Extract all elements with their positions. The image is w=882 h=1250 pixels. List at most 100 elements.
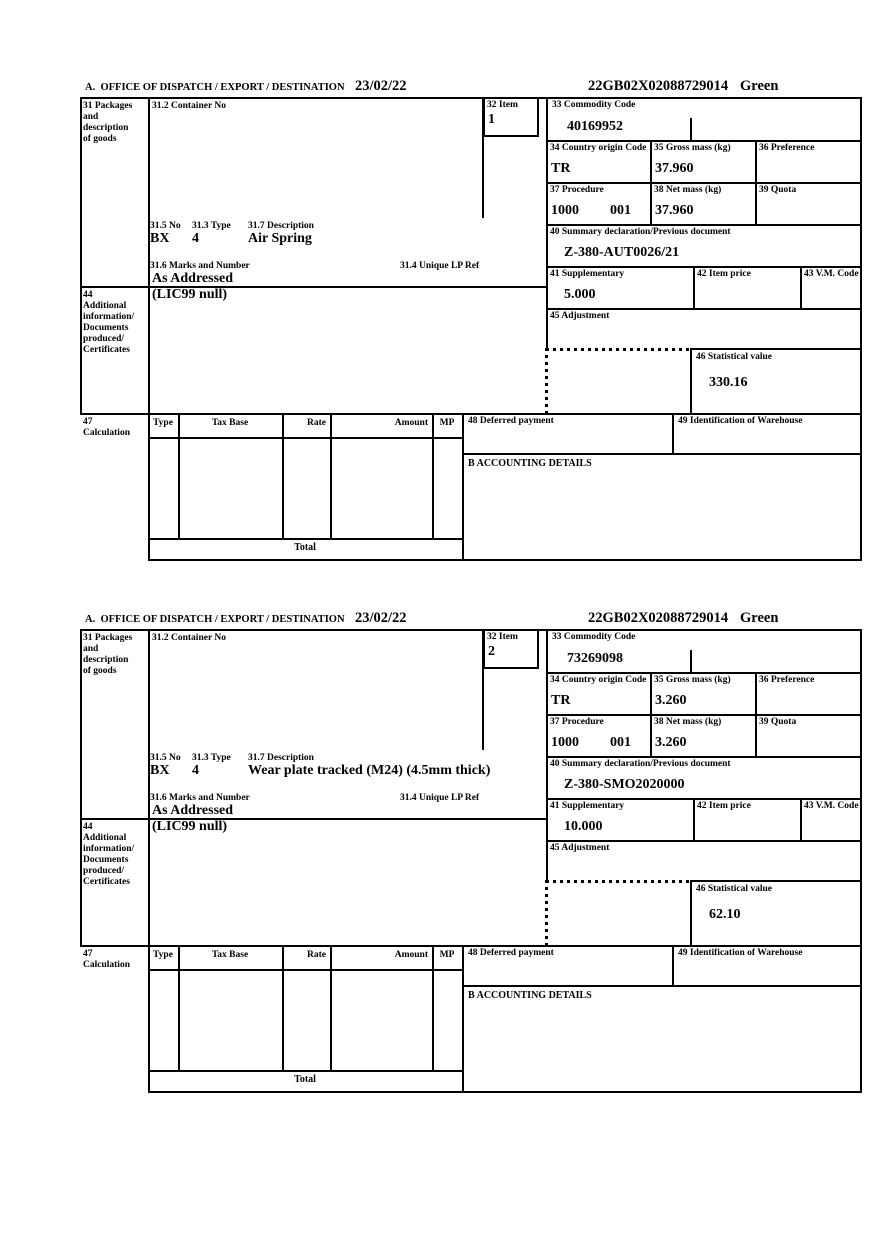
row-divider (546, 840, 862, 842)
accounting-details-heading: B ACCOUNTING DETAILS (468, 990, 592, 1001)
routing-channel: Green (740, 610, 779, 626)
row-divider (546, 140, 862, 142)
box-35-label: 35 Gross mass (kg) (654, 143, 731, 153)
box-31-3-label: 31.3 Type (192, 221, 231, 231)
deferred-warehouse-divider (672, 413, 674, 453)
box-33-label: 33 Commodity Code (552, 632, 636, 642)
box-31-5-label: 31.5 No (150, 221, 181, 231)
container-box-divider (482, 97, 484, 218)
box-46-statistical-value (690, 348, 862, 413)
package-number-value: BX (150, 763, 170, 778)
calc-total-label: Total (294, 1074, 316, 1085)
box-46-label: 46 Statistical value (696, 352, 772, 362)
supplementary-units-value: 5.000 (564, 287, 596, 302)
marks-and-number-value: As Addressed (152, 271, 234, 286)
box-32-label: 32 Item (487, 100, 518, 110)
box-34-label: 34 Country origin Code (550, 143, 647, 153)
box-32-item (483, 97, 539, 137)
calc-column-divider (330, 945, 332, 1070)
box-43-label: 43 V.M. Code (804, 269, 859, 279)
box-31-6-label: 31.6 Marks and Number (150, 261, 250, 271)
calc-column-divider (178, 413, 180, 538)
box-37-label: 37 Procedure (550, 185, 604, 195)
net-mass-value: 3.260 (655, 735, 687, 750)
calc-header-type: Type (153, 950, 173, 960)
form-bottom-border (148, 1091, 862, 1093)
row-divider (546, 672, 862, 674)
row-divider (546, 182, 862, 184)
row-divider (546, 798, 862, 800)
box-31-2-label: 31.2 Container No (152, 101, 226, 111)
box-42-label: 42 Item price (697, 269, 751, 279)
box-38-label: 38 Net mass (kg) (654, 717, 722, 727)
calc-header-rate: Rate (307, 950, 326, 960)
gross-mass-value: 37.960 (655, 161, 694, 176)
box-39-label: 39 Quota (759, 717, 797, 727)
cell-divider (800, 798, 802, 840)
calc-columns-bottom (148, 1070, 462, 1072)
marks-and-number-value: As Addressed (152, 803, 234, 818)
box-36-label: 36 Preference (759, 675, 815, 685)
calc-column-divider (330, 413, 332, 538)
previous-document-value: Z-380-AUT0026/21 (564, 245, 680, 260)
box-46-statistical-value (690, 880, 862, 945)
office-of-dispatch-heading: A. OFFICE OF DISPATCH / EXPORT / DESTINA… (85, 614, 345, 625)
procedure-extra-value: 001 (610, 735, 631, 750)
row-divider (546, 308, 862, 310)
cell-divider (755, 672, 757, 756)
box-34-label: 34 Country origin Code (550, 675, 647, 685)
calc-header-amount: Amount (394, 950, 428, 960)
deferred-row-bottom (462, 453, 862, 455)
box-42-label: 42 Item price (697, 801, 751, 811)
declaration-date: 23/02/22 (355, 610, 407, 626)
commodity-code-subfield-tick (690, 118, 692, 140)
cell-divider (650, 140, 652, 224)
form-top-border (80, 629, 862, 631)
adjustment-dotted-horizontal (546, 880, 690, 883)
box-31-2-label: 31.2 Container No (152, 633, 226, 643)
right-block-divider (546, 629, 548, 882)
office-of-dispatch-heading: A. OFFICE OF DISPATCH / EXPORT / DESTINA… (85, 82, 345, 93)
supplementary-units-value: 10.000 (564, 819, 603, 834)
box-31-label: 31 Packages and description of goods (83, 101, 133, 144)
additional-information-value: (LIC99 null) (152, 819, 228, 834)
calc-header-type: Type (153, 418, 173, 428)
deferred-row-bottom (462, 985, 862, 987)
adjustment-dotted-vertical (545, 348, 548, 413)
previous-document-value: Z-380-SMO2020000 (564, 777, 685, 792)
calc-header-tax-base: Tax Base (211, 950, 249, 960)
right-block-divider (546, 97, 548, 350)
box-31-4-label: 31.4 Unique LP Ref (400, 793, 480, 803)
cell-divider (800, 266, 802, 308)
box-44-label: 44 Additional information/ Documents pro… (83, 822, 135, 887)
box-31-7-label: 31.7 Description (248, 753, 314, 763)
box-48-label: 48 Deferred payment (468, 948, 554, 958)
calc-header-mp: MP (439, 418, 455, 428)
package-type-value: 4 (192, 763, 199, 778)
cell-divider (755, 140, 757, 224)
box-31-5-label: 31.5 No (150, 753, 181, 763)
net-mass-value: 37.960 (655, 203, 694, 218)
calc-header-rate: Rate (307, 418, 326, 428)
calc-header-mp: MP (439, 950, 455, 960)
box-49-label: 49 Identification of Warehouse (678, 416, 803, 426)
accounting-details-heading: B ACCOUNTING DETAILS (468, 458, 592, 469)
commodity-code-value: 40169952 (567, 119, 623, 134)
customs-declaration-copy: A. OFFICE OF DISPATCH / EXPORT / DESTINA… (80, 607, 864, 1095)
goods-description-value: Air Spring (248, 231, 312, 246)
label-column-divider (148, 629, 150, 1093)
calculation-top-border (80, 945, 862, 947)
form-bottom-border (148, 559, 862, 561)
calc-header-amount: Amount (394, 418, 428, 428)
customs-declaration-copy: A. OFFICE OF DISPATCH / EXPORT / DESTINA… (80, 75, 864, 563)
calc-header-underline (148, 437, 464, 439)
box-45-label: 45 Adjustment (550, 311, 610, 321)
form-left-border (80, 97, 82, 415)
calc-header-underline (148, 969, 464, 971)
calc-column-divider (432, 413, 434, 538)
box-41-label: 41 Supplementary (550, 801, 625, 811)
cell-divider (650, 672, 652, 756)
procedure-code-value: 1000 (551, 203, 579, 218)
commodity-code-value: 73269098 (567, 651, 623, 666)
box-40-label: 40 Summary declaration/Previous document (550, 227, 731, 237)
